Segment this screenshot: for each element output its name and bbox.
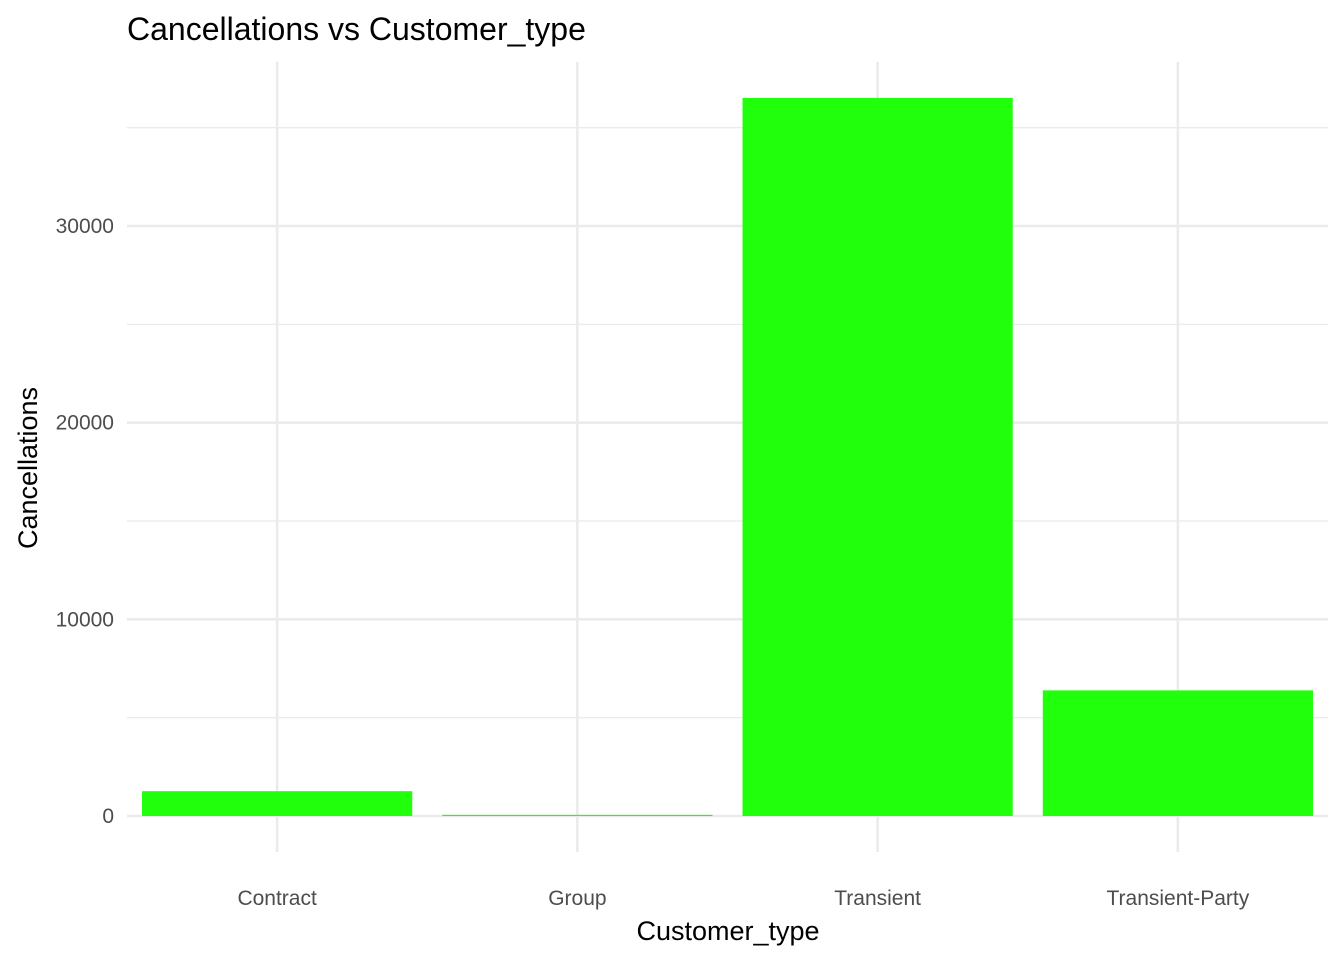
chart-title: Cancellations vs Customer_type xyxy=(127,11,586,47)
x-axis-ticks: Contract Group Transient Transient-Party xyxy=(237,887,1249,910)
bar-transient xyxy=(742,97,1013,817)
y-tick-label: 10000 xyxy=(56,608,114,631)
bars xyxy=(142,97,1313,817)
x-tick-label: Group xyxy=(548,887,606,910)
x-tick-label: Transient xyxy=(834,887,921,910)
y-axis-ticks: 0 10000 20000 30000 xyxy=(56,215,114,828)
y-axis-title: Cancellations xyxy=(13,387,43,549)
x-tick-label: Contract xyxy=(237,887,317,910)
y-tick-label: 0 xyxy=(102,805,114,828)
y-tick-label: 30000 xyxy=(56,215,114,238)
y-tick-label: 20000 xyxy=(56,412,114,435)
x-axis-title: Customer_type xyxy=(636,916,819,946)
bar-group xyxy=(442,814,713,817)
bar-contract xyxy=(142,791,413,817)
x-tick-label: Transient-Party xyxy=(1106,887,1249,910)
bar-transient-party xyxy=(1042,690,1313,817)
